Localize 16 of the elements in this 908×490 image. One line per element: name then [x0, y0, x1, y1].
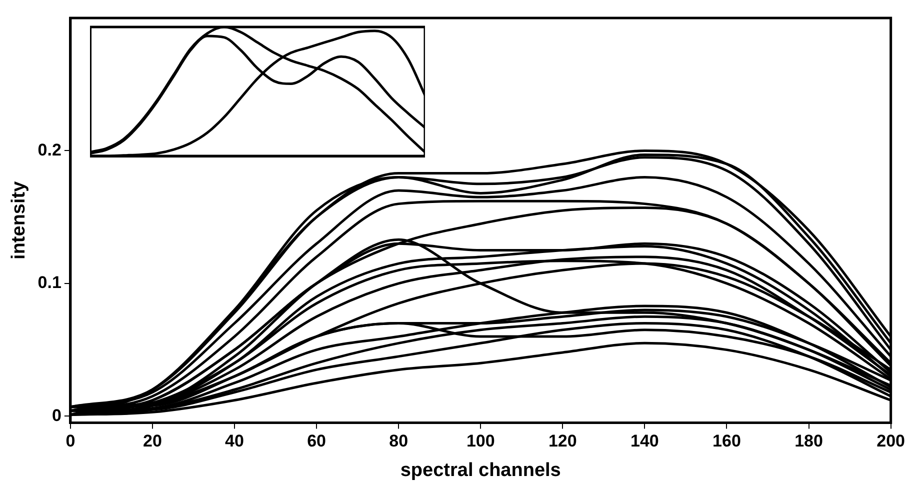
y-axis-title: intensity [8, 180, 30, 260]
x-tick-label: 100 [466, 432, 495, 451]
x-axis-title: spectral channels [400, 460, 561, 481]
x-tick-label: 120 [548, 432, 577, 451]
x-tick-label: 40 [225, 432, 244, 451]
x-tick-label: 140 [630, 432, 659, 451]
x-tick-label: 60 [307, 432, 326, 451]
y-tick-label: 0 [52, 406, 62, 425]
x-tick-label: 80 [389, 432, 408, 451]
x-tick-label: 160 [712, 432, 741, 451]
y-tick-label: 0.2 [38, 140, 62, 160]
x-tick-label: 20 [143, 432, 162, 451]
y-tick-label: 0.1 [38, 273, 62, 292]
x-tick-label: 180 [794, 432, 823, 451]
x-tick-label: 0 [66, 432, 76, 451]
x-tick-label: 200 [876, 432, 906, 451]
